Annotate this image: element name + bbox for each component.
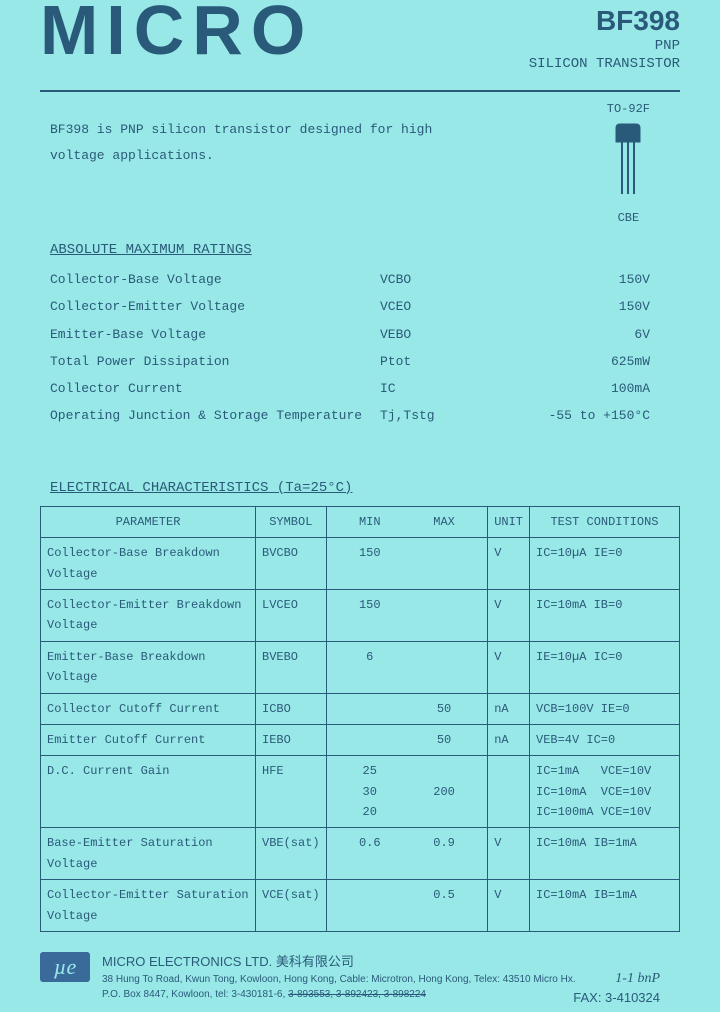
intro-text: BF398 is PNP silicon transistor designed… <box>50 117 450 169</box>
electrical-title: ELECTRICAL CHARACTERISTICS (Ta=25°C) <box>50 480 720 496</box>
pin-labels: CBE <box>607 211 650 225</box>
table-row: D.C. Current GainHFE25 30 20 200 IC=1mA … <box>41 756 680 828</box>
ratings-title: ABSOLUTE MAXIMUM RATINGS <box>50 242 720 258</box>
header-parameter: PARAMETER <box>41 506 256 537</box>
package-diagram: TO-92F CBE <box>607 102 650 225</box>
intro-section: BF398 is PNP silicon transistor designed… <box>0 92 720 232</box>
rating-row: Emitter-Base VoltageVEBO6V <box>50 321 670 348</box>
handwritten-note: 1-1 bnP <box>615 971 660 987</box>
rating-value: -55 to +150°C <box>510 402 650 429</box>
rating-value: 150V <box>510 266 650 293</box>
rating-row: Collector-Emitter VoltageVCEO150V <box>50 293 670 320</box>
rating-symbol: Ptot <box>380 348 510 375</box>
table-header-row: PARAMETER SYMBOL MINMAX UNIT TEST CONDIT… <box>41 506 680 537</box>
header-unit: UNIT <box>488 506 530 537</box>
rating-param: Emitter-Base Voltage <box>50 321 380 348</box>
rating-param: Operating Junction & Storage Temperature <box>50 402 380 429</box>
part-number: BF398 <box>596 5 680 37</box>
part-type: PNP <box>655 38 680 54</box>
rating-row: Collector CurrentIC100mA <box>50 375 670 402</box>
address-line: 38 Hung To Road, Kwun Tong, Kowloon, Hon… <box>102 972 576 987</box>
address-line: P.O. Box 8447, Kowloon, tel: 3-430181-6,… <box>102 987 576 1002</box>
rating-symbol: Tj,Tstg <box>380 402 510 429</box>
table-row: Collector-Emitter Breakdown VoltageLVCEO… <box>41 589 680 641</box>
rating-symbol: VEBO <box>380 321 510 348</box>
electrical-table: PARAMETER SYMBOL MINMAX UNIT TEST CONDIT… <box>40 506 680 932</box>
part-description: SILICON TRANSISTOR <box>529 56 680 72</box>
table-row: Collector-Emitter Saturation VoltageVCE(… <box>41 880 680 932</box>
transistor-icon <box>608 122 648 202</box>
rating-value: 100mA <box>510 375 650 402</box>
rating-symbol: IC <box>380 375 510 402</box>
rating-row: Collector-Base VoltageVCBO150V <box>50 266 670 293</box>
table-row: Emitter-Base Breakdown VoltageBVEBO6VIE=… <box>41 641 680 693</box>
table-row: Collector Cutoff CurrentICBO50nAVCB=100V… <box>41 693 680 724</box>
header-conditions: TEST CONDITIONS <box>530 506 680 537</box>
footer-text: MICRO ELECTRONICS LTD. 美科有限公司 38 Hung To… <box>102 952 576 1002</box>
rating-symbol: VCBO <box>380 266 510 293</box>
rating-value: 150V <box>510 293 650 320</box>
rating-symbol: VCEO <box>380 293 510 320</box>
rating-row: Total Power DissipationPtot625mW <box>50 348 670 375</box>
company-name: MICRO ELECTRONICS LTD. 美科有限公司 <box>102 952 576 972</box>
package-label: TO-92F <box>607 102 650 116</box>
table-row: Collector-Base Breakdown VoltageBVCBO150… <box>41 538 680 590</box>
table-row: Base-Emitter Saturation VoltageVBE(sat)0… <box>41 828 680 880</box>
rating-param: Collector-Base Voltage <box>50 266 380 293</box>
header-minmax: MINMAX <box>326 506 488 537</box>
rating-param: Collector-Emitter Voltage <box>50 293 380 320</box>
footer-logo-icon: µe <box>40 952 90 982</box>
header: MICRO BF398 PNP SILICON TRANSISTOR <box>0 0 720 90</box>
logo-text: MICRO <box>40 0 313 70</box>
rating-row: Operating Junction & Storage Temperature… <box>50 402 670 429</box>
header-symbol: SYMBOL <box>256 506 327 537</box>
rating-value: 6V <box>510 321 650 348</box>
table-row: Emitter Cutoff CurrentIEBO50nAVEB=4V IC=… <box>41 724 680 755</box>
rating-param: Total Power Dissipation <box>50 348 380 375</box>
rating-value: 625mW <box>510 348 650 375</box>
rating-param: Collector Current <box>50 375 380 402</box>
ratings-table: Collector-Base VoltageVCBO150V Collector… <box>50 266 670 430</box>
